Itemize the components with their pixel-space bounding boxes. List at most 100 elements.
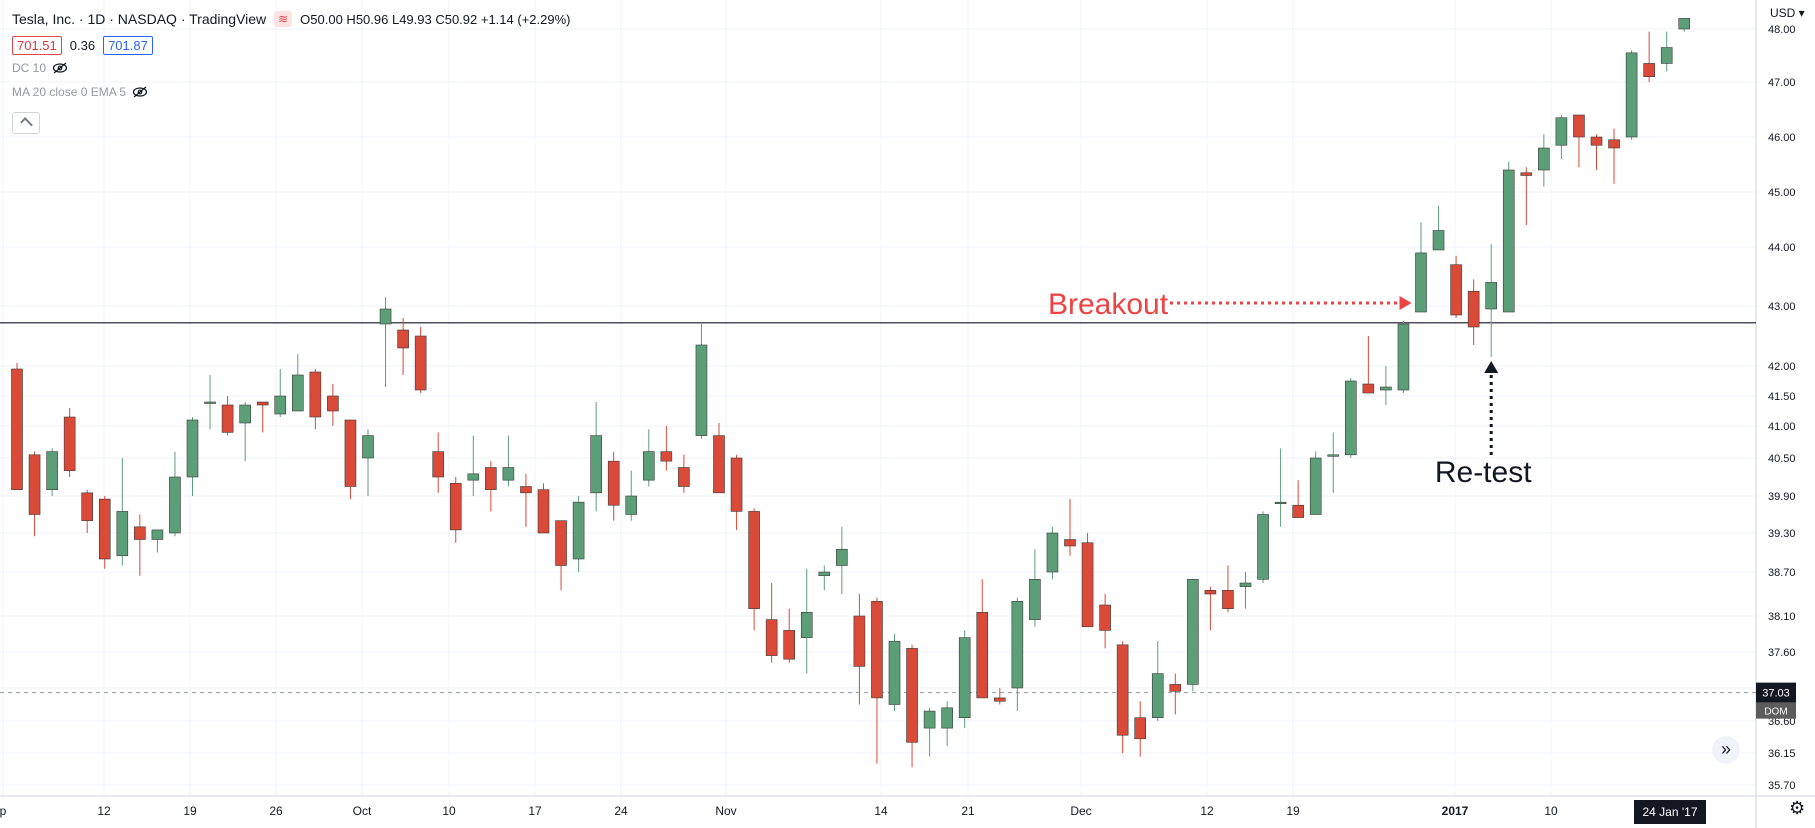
candle bbox=[186, 417, 199, 496]
candle bbox=[1485, 244, 1497, 357]
ohlc-values: O50.00 H50.96 L49.93 C50.92 +1.14 (+2.29… bbox=[300, 11, 571, 27]
x-tick-label: Oct bbox=[353, 804, 372, 818]
candle-body bbox=[239, 404, 251, 424]
candle-body bbox=[520, 486, 532, 494]
candle bbox=[520, 473, 532, 527]
spread-value: 0.36 bbox=[69, 37, 96, 53]
candle-body bbox=[414, 335, 427, 391]
x-tick-label: 19 bbox=[1286, 804, 1300, 818]
eye-off-icon[interactable] bbox=[52, 62, 68, 74]
candle-body bbox=[28, 454, 41, 515]
candle-body bbox=[607, 460, 620, 506]
y-tick-label: 36.15 bbox=[1768, 748, 1796, 760]
candle bbox=[1134, 701, 1146, 757]
chevron-up-icon bbox=[20, 117, 33, 130]
candle-body bbox=[134, 526, 146, 540]
eye-off-icon[interactable] bbox=[132, 86, 148, 98]
date-label-box bbox=[1634, 800, 1706, 824]
gear-icon[interactable]: ⚙ bbox=[1789, 798, 1806, 818]
candle bbox=[941, 701, 953, 746]
candle bbox=[1502, 161, 1515, 313]
indicator-dc[interactable]: DC 10 bbox=[12, 56, 570, 80]
candle bbox=[1204, 586, 1217, 631]
candle bbox=[169, 451, 181, 537]
candle-body bbox=[1573, 114, 1585, 138]
bid-price[interactable]: 701.51 bbox=[12, 35, 62, 55]
current-price-box bbox=[1756, 682, 1796, 703]
candle bbox=[11, 363, 23, 490]
y-tick-label: 43.00 bbox=[1768, 301, 1796, 313]
candle bbox=[783, 608, 796, 663]
candle bbox=[1222, 565, 1234, 613]
candle bbox=[362, 429, 374, 496]
candle bbox=[853, 594, 866, 705]
candle-body bbox=[1520, 172, 1533, 176]
candle-body bbox=[993, 697, 1006, 702]
candle-body bbox=[274, 395, 287, 415]
indicator-ma[interactable]: MA 20 close 0 EMA 5 bbox=[12, 80, 570, 104]
y-tick-label: 45.00 bbox=[1768, 187, 1796, 199]
candle bbox=[1169, 673, 1182, 715]
candle-body bbox=[1660, 47, 1673, 64]
candle-body bbox=[1625, 52, 1638, 138]
candle bbox=[309, 369, 322, 430]
candle bbox=[871, 597, 883, 764]
candle bbox=[1081, 533, 1094, 628]
price-tag-text: DOM bbox=[1764, 707, 1787, 718]
y-tick-label: 39.30 bbox=[1768, 528, 1796, 540]
candle bbox=[221, 396, 234, 436]
y-tick-label: 47.00 bbox=[1768, 77, 1796, 89]
candle-body bbox=[186, 419, 199, 478]
candle bbox=[432, 432, 445, 493]
candle bbox=[204, 375, 216, 430]
y-tick-label: 44.00 bbox=[1768, 242, 1796, 254]
candle bbox=[1432, 205, 1445, 251]
candle bbox=[923, 707, 936, 757]
candle-body bbox=[1538, 147, 1550, 171]
candle bbox=[397, 318, 409, 375]
candle-body bbox=[204, 401, 216, 404]
x-tick-label: 10 bbox=[442, 804, 456, 818]
candle bbox=[818, 565, 831, 591]
candle bbox=[1590, 134, 1603, 170]
candle bbox=[81, 489, 93, 533]
candles bbox=[11, 18, 1691, 768]
candle bbox=[642, 429, 655, 487]
candle bbox=[660, 426, 673, 471]
ask-price[interactable]: 701.87 bbox=[103, 35, 153, 55]
currency-selector[interactable]: USD ▾ bbox=[1770, 6, 1805, 20]
breakout-label: Breakout bbox=[1048, 288, 1169, 321]
candle bbox=[1292, 480, 1304, 518]
candle bbox=[1397, 321, 1410, 393]
y-tick-label: 42.00 bbox=[1768, 361, 1796, 373]
candle-body bbox=[502, 467, 515, 481]
candle-body bbox=[555, 520, 567, 566]
candle bbox=[800, 568, 813, 674]
candle bbox=[344, 419, 357, 500]
collapse-legend-button[interactable] bbox=[12, 112, 40, 134]
candle bbox=[151, 529, 164, 553]
candle bbox=[1151, 641, 1164, 721]
x-tick-label: 12 bbox=[1200, 804, 1214, 818]
candle-body bbox=[1292, 504, 1304, 518]
candle bbox=[1362, 336, 1375, 394]
candle bbox=[836, 526, 848, 594]
candle bbox=[958, 630, 971, 729]
candle bbox=[765, 583, 778, 663]
candle bbox=[1345, 378, 1357, 458]
candle-body bbox=[1590, 136, 1603, 146]
annotations: Breakout Re-test bbox=[1048, 288, 1532, 489]
candle bbox=[98, 496, 111, 569]
x-tick-label: Nov bbox=[715, 804, 736, 818]
candle bbox=[1573, 114, 1585, 168]
candle-body bbox=[1046, 532, 1059, 573]
candle bbox=[1309, 451, 1322, 515]
y-tick-label: 41.00 bbox=[1768, 421, 1796, 433]
scroll-to-realtime-button[interactable]: » bbox=[1712, 736, 1740, 764]
candle-body bbox=[1151, 673, 1164, 718]
candle bbox=[1608, 128, 1620, 184]
candle-body bbox=[63, 416, 76, 471]
symbol-title[interactable]: Tesla, Inc. · 1D · NASDAQ · TradingView bbox=[12, 11, 267, 27]
candle-body bbox=[309, 371, 322, 418]
